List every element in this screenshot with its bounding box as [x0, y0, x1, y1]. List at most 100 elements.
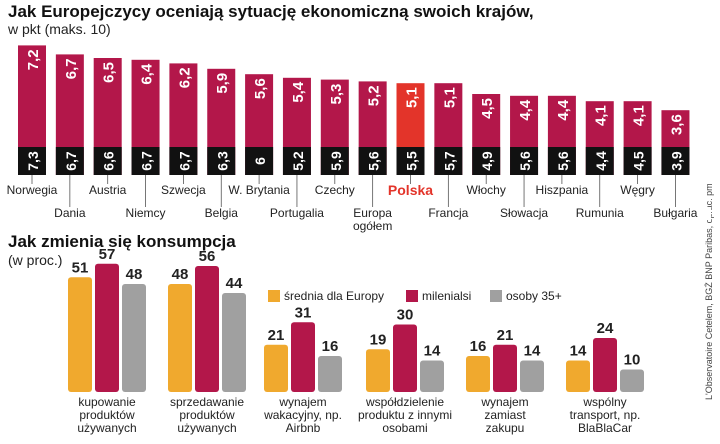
value-label: 57 [99, 246, 116, 263]
value-label: 14 [570, 343, 587, 360]
bar [661, 147, 690, 175]
value-label: 44 [226, 275, 243, 292]
value-label: 3,6 [668, 114, 685, 135]
bar [245, 147, 274, 175]
bar [93, 147, 122, 175]
value-label: 6,7 [139, 151, 155, 171]
value-label: 5,3 [328, 84, 345, 105]
value-label: 5,2 [366, 85, 383, 106]
value-label: 31 [295, 304, 312, 321]
value-label: 4,4 [593, 151, 609, 171]
value-label: 4,4 [555, 99, 572, 121]
bar [168, 284, 192, 392]
x-tick-label: Węgry [601, 184, 674, 197]
bar [547, 147, 576, 175]
bar [131, 147, 160, 175]
bar [68, 277, 92, 392]
bar [472, 147, 501, 175]
bar [55, 147, 84, 175]
legend-label: średnia dla Europy [284, 289, 385, 303]
value-label: 6,7 [176, 151, 192, 171]
bar [195, 266, 219, 392]
value-label: 6,2 [176, 67, 193, 88]
bar [393, 324, 417, 392]
bar [264, 344, 288, 392]
chart-subtitle: (w proc.) [8, 252, 63, 268]
value-label: 4,4 [517, 99, 534, 121]
x-tick-label: Słowacja [488, 207, 561, 220]
value-label: 6,4 [139, 63, 156, 85]
value-label: 6,3 [214, 151, 230, 171]
value-label: 4,5 [631, 151, 647, 171]
x-tick-label: Austria [71, 184, 144, 197]
value-label: 5,6 [366, 151, 382, 171]
bar [318, 356, 342, 392]
value-label: 19 [370, 331, 387, 348]
x-tick-label: kupowanie produktów używanych [77, 395, 137, 435]
bar [207, 147, 236, 175]
value-label: 16 [322, 338, 339, 355]
legend-swatch [268, 290, 280, 302]
value-label: 6,7 [63, 58, 80, 79]
bar [18, 147, 46, 175]
value-label: 4,9 [479, 151, 495, 171]
value-label: 48 [172, 266, 189, 283]
value-label: 51 [72, 259, 89, 276]
legend-swatch [490, 290, 502, 302]
x-tick-label: Hiszpania [525, 184, 598, 197]
legend-swatch [406, 290, 418, 302]
bar [291, 322, 315, 392]
x-tick-label: Włochy [450, 184, 523, 197]
bar [620, 369, 644, 392]
value-label: 5,1 [441, 87, 458, 108]
x-tick-label: Belgia [185, 207, 258, 220]
bar [434, 147, 463, 175]
x-tick-label: sprzedawanie produktów używanych [169, 395, 245, 435]
x-tick-label: Norwegia [0, 184, 68, 197]
value-label: 6 [252, 157, 268, 165]
value-label: 5,9 [214, 73, 231, 94]
chart-title: Jak Europejczycy oceniają sytuację ekono… [8, 2, 534, 21]
value-label: 7,2 [25, 49, 42, 70]
x-tick-label: Niemcy [109, 207, 182, 220]
value-label: 7,3 [25, 151, 41, 171]
chart-title: Jak zmienia się konsumpcja [8, 232, 236, 251]
x-tick-label: Dania [33, 207, 106, 220]
value-label: 5,4 [290, 81, 307, 103]
bar [520, 360, 544, 392]
x-tick-label: Polska [374, 183, 447, 197]
value-label: 5,7 [441, 151, 457, 171]
bar [585, 147, 614, 175]
x-tick-label: Szwecja [147, 184, 220, 197]
value-label: 6,6 [101, 151, 117, 171]
bar [466, 356, 490, 392]
x-tick-label: Portugalia [260, 207, 333, 220]
bar [593, 338, 617, 392]
value-label: 10 [624, 352, 641, 369]
x-tick-label: Rumunia [563, 207, 636, 220]
x-tick-label: Francja [412, 207, 485, 220]
bar [169, 147, 198, 175]
value-label: 6,5 [101, 62, 118, 83]
value-label: 5,1 [404, 87, 421, 108]
value-label: 30 [397, 307, 414, 324]
bar [122, 284, 146, 392]
legend-label: osoby 35+ [506, 289, 562, 303]
bar [222, 293, 246, 392]
value-label: 5,9 [328, 151, 344, 171]
bar [510, 147, 539, 175]
bar [493, 344, 517, 392]
value-label: 24 [597, 320, 614, 337]
value-label: 21 [268, 327, 285, 344]
value-label: 4,1 [593, 105, 610, 126]
value-label: 4,5 [479, 98, 496, 119]
value-label: 5,6 [252, 78, 269, 99]
x-tick-label: wspólny transport, np. BlaBlaCar [569, 395, 641, 435]
value-label: 5,5 [404, 151, 420, 171]
bar [623, 147, 652, 175]
value-label: 5,6 [517, 151, 533, 171]
value-label: 56 [199, 248, 216, 265]
value-label: 14 [524, 343, 541, 360]
bar [566, 360, 590, 392]
